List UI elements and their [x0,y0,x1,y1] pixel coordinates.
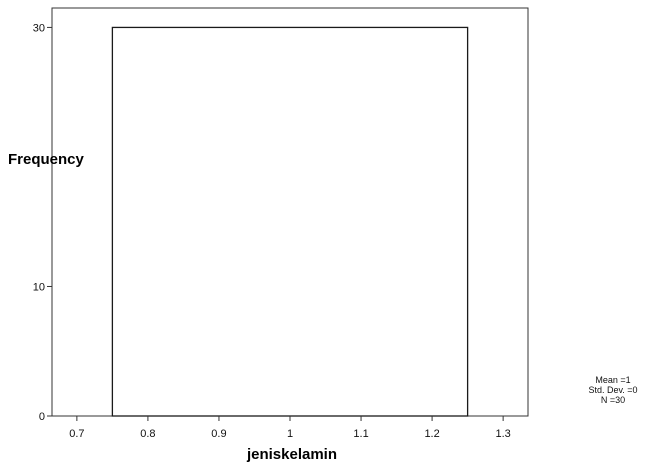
x-axis: 0.7 0.8 0.9 1 1.1 1.2 1.3 [69,416,511,440]
stat-n: N =30 [600,395,626,405]
y-axis: 0 10 30 [33,22,52,423]
y-tick-label: 10 [33,281,45,293]
x-tick-label: 1.2 [424,428,439,440]
x-tick-label: 1 [287,428,293,440]
stat-std-dev: Std. Dev. =0 [588,385,638,395]
x-tick-label: 0.8 [140,428,155,440]
x-tick-label: 1.1 [353,428,368,440]
y-tick-label: 30 [33,22,45,34]
histogram-bars [111,26,469,417]
x-tick-label: 1.3 [495,428,510,440]
statistics-box: Mean =1 Std. Dev. =0 N =30 [583,375,643,405]
histogram-bar [111,26,469,417]
y-axis-title: Frequency [8,151,85,168]
y-tick-label: 0 [39,411,45,423]
x-axis-title: jeniskelamin [246,446,337,463]
stat-mean: Mean =1 [595,375,631,385]
x-tick-label: 0.9 [211,428,226,440]
x-tick-label: 0.7 [69,428,84,440]
